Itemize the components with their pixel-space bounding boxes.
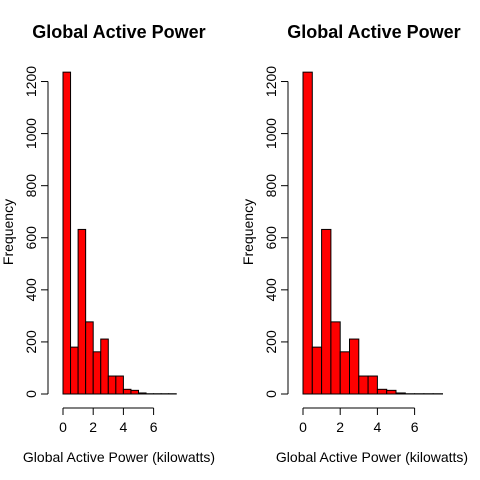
x-tick-label: 4 xyxy=(120,419,128,435)
bars xyxy=(302,71,444,395)
y-axis-label: Frequency xyxy=(0,199,16,265)
y-axis: 0 200 400 600 800 1000 1200 xyxy=(23,66,49,398)
x-tick-label: 6 xyxy=(411,419,419,435)
x-axis: 0 2 4 6 xyxy=(59,407,158,435)
histogram-bar xyxy=(395,392,406,395)
y-tick-label: 600 xyxy=(23,226,39,250)
histogram-bar xyxy=(386,389,397,395)
histogram-bar xyxy=(70,346,79,395)
x-axis-label: Global Active Power (kilowatts) xyxy=(276,449,468,465)
histogram-bar xyxy=(311,346,323,395)
histogram-bar xyxy=(77,228,87,395)
histogram-bar xyxy=(122,388,132,395)
y-tick-label: 0 xyxy=(263,390,279,398)
bars xyxy=(62,71,177,395)
histogram-bar xyxy=(85,321,94,395)
y-tick-label: 200 xyxy=(263,330,279,354)
histogram-bar xyxy=(138,392,147,395)
histogram-bar xyxy=(130,389,139,395)
x-tick-label: 0 xyxy=(299,419,307,435)
histogram-panel-right: Global Active Power Global Active Power … xyxy=(240,22,468,465)
histogram-bar xyxy=(358,375,369,395)
y-tick-label: 1200 xyxy=(23,66,39,97)
histogram-bar xyxy=(100,338,109,395)
y-tick-label: 600 xyxy=(263,226,279,250)
x-axis: 0 2 4 6 xyxy=(299,407,419,435)
y-axis: 0 200 400 600 800 1000 1200 xyxy=(263,66,289,398)
y-tick-label: 0 xyxy=(23,390,39,398)
histogram-bar xyxy=(107,375,117,395)
histogram-bar xyxy=(330,321,341,395)
x-tick-label: 2 xyxy=(89,419,97,435)
y-tick-label: 800 xyxy=(23,174,39,198)
y-tick-label: 200 xyxy=(23,330,39,354)
histogram-bar xyxy=(92,351,102,395)
x-tick-label: 2 xyxy=(336,419,344,435)
x-tick-label: 0 xyxy=(59,419,67,435)
y-tick-label: 1000 xyxy=(23,118,39,149)
histogram-bar xyxy=(376,388,388,395)
x-tick-label: 6 xyxy=(150,419,158,435)
y-tick-label: 400 xyxy=(263,278,279,302)
histogram-bar xyxy=(339,351,351,395)
histogram-bar xyxy=(321,228,332,395)
y-tick-label: 1200 xyxy=(263,66,279,97)
chart-title: Global Active Power xyxy=(32,22,205,42)
y-tick-label: 400 xyxy=(23,278,39,302)
histogram-bar xyxy=(115,375,124,395)
y-axis-label: Frequency xyxy=(240,199,256,265)
chart-title: Global Active Power xyxy=(287,22,460,42)
histogram-bar xyxy=(349,338,360,395)
x-tick-label: 4 xyxy=(374,419,382,435)
y-tick-label: 1000 xyxy=(263,118,279,149)
y-tick-label: 800 xyxy=(263,174,279,198)
histogram-bar xyxy=(302,71,313,395)
x-axis-label: Global Active Power (kilowatts) xyxy=(23,449,215,465)
histogram-bar xyxy=(367,375,378,395)
histogram-bar xyxy=(62,71,72,395)
histogram-panel-left: Global Active Power Global Active Power … xyxy=(0,22,215,465)
